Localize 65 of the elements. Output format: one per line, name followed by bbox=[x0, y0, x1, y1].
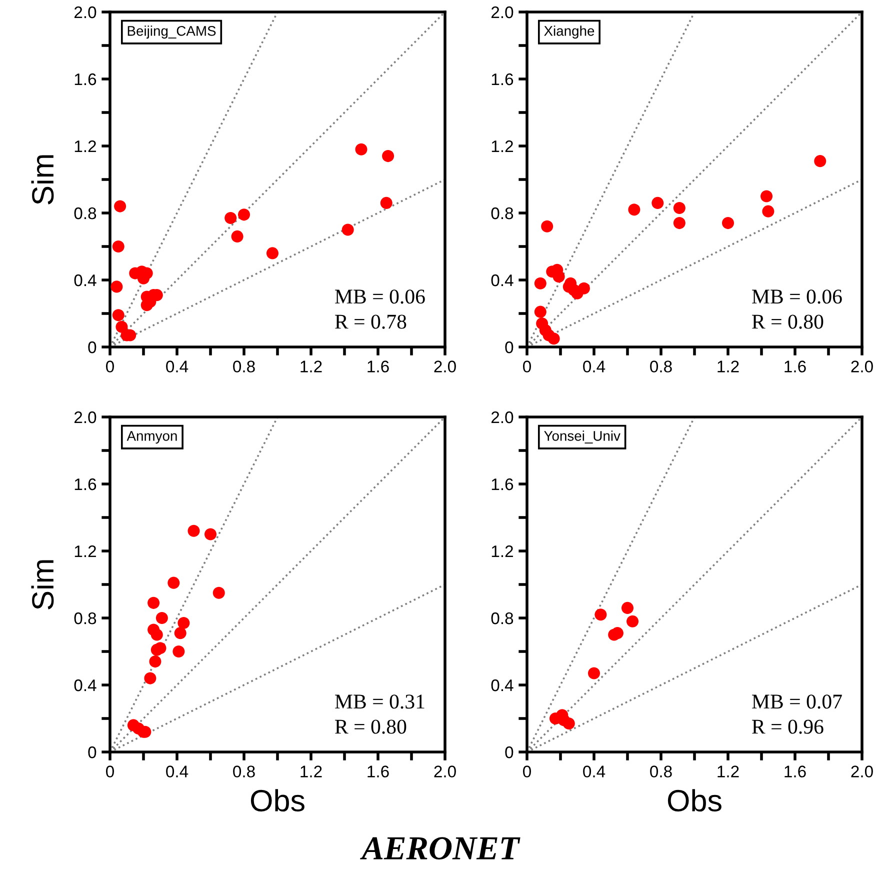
x-tick-label: 0.8 bbox=[233, 360, 255, 372]
annotation: MB = 0.07 bbox=[752, 694, 842, 709]
annotation: MB = 0.06 bbox=[752, 290, 842, 304]
y-tick-label: 1.6 bbox=[492, 73, 514, 86]
annotation: R = 0.80 bbox=[752, 314, 824, 329]
y-tick-label: 0.4 bbox=[74, 274, 96, 286]
y-tick-label: 1.6 bbox=[492, 478, 514, 490]
x-tick-label: 1.2 bbox=[300, 766, 322, 778]
y-tick-label: 0 bbox=[88, 746, 96, 758]
y-tick-label: 1.2 bbox=[492, 545, 513, 558]
y-tick-label: 0.8 bbox=[491, 612, 514, 624]
x-tick-label: 2.0 bbox=[434, 766, 456, 778]
y-tick-label: 0 bbox=[505, 746, 514, 758]
annotation: Beijing_CAMS bbox=[128, 26, 216, 39]
y-axis-title: Sim bbox=[31, 560, 54, 610]
x-tick-label: 0.4 bbox=[166, 360, 188, 372]
y-tick-label: 0 bbox=[88, 341, 96, 354]
y-tick-label: 0.8 bbox=[74, 612, 96, 624]
x-tick-label: 0 bbox=[106, 360, 114, 372]
x-tick-label: 2.0 bbox=[434, 360, 456, 372]
y-tick-label: 1.2 bbox=[74, 140, 96, 152]
x-tick-label: 2.0 bbox=[851, 766, 873, 778]
x-tick-label: 0.8 bbox=[233, 766, 255, 778]
x-tick-label: 1.2 bbox=[300, 360, 322, 372]
y-tick-label: 0.4 bbox=[74, 679, 96, 692]
x-tick-label: 0.8 bbox=[650, 360, 672, 372]
y-tick-label: 2.0 bbox=[491, 6, 514, 18]
y-tick-label: 0.8 bbox=[74, 207, 96, 220]
x-tick-label: 0 bbox=[523, 360, 531, 372]
annotation: R = 0.80 bbox=[335, 720, 406, 734]
x-tick-label: 1.2 bbox=[718, 766, 739, 778]
x-tick-label: 0.4 bbox=[583, 766, 606, 778]
x-tick-label: 1.6 bbox=[784, 766, 806, 778]
y-tick-label: 0 bbox=[505, 341, 514, 354]
annotation: MB = 0.31 bbox=[335, 694, 424, 709]
annotation: R = 0.96 bbox=[752, 720, 824, 734]
x-tick-label: 1.6 bbox=[784, 360, 806, 372]
y-tick-label: 0.4 bbox=[491, 274, 514, 286]
x-axis-title: Obs bbox=[668, 789, 722, 812]
y-tick-label: 2.0 bbox=[491, 411, 514, 424]
y-tick-label: 0.8 bbox=[491, 207, 514, 220]
y-tick-label: 1.2 bbox=[492, 140, 513, 152]
x-tick-label: 0 bbox=[523, 766, 531, 778]
annotation: R = 0.78 bbox=[335, 314, 406, 329]
y-axis-title: Sim bbox=[31, 155, 54, 204]
y-tick-label: 2.0 bbox=[74, 6, 96, 18]
annotation: Xianghe bbox=[544, 26, 594, 39]
x-tick-label: 2.0 bbox=[851, 360, 873, 372]
x-tick-label: 1.2 bbox=[718, 360, 739, 372]
y-tick-label: 1.6 bbox=[74, 478, 96, 490]
x-axis-title: Obs bbox=[250, 789, 304, 812]
y-tick-label: 0.4 bbox=[491, 679, 514, 692]
annotation: MB = 0.06 bbox=[335, 290, 425, 304]
x-tick-label: 0.8 bbox=[650, 766, 672, 778]
x-tick-label: 0.4 bbox=[583, 360, 606, 372]
y-tick-label: 1.2 bbox=[74, 545, 96, 558]
y-tick-label: 1.6 bbox=[74, 73, 96, 86]
y-tick-label: 2.0 bbox=[74, 411, 96, 424]
annotation: Yonsei_Univ bbox=[544, 430, 620, 444]
x-tick-label: 0 bbox=[106, 766, 114, 778]
x-tick-label: 1.6 bbox=[368, 766, 389, 778]
text: AERONET bbox=[360, 837, 520, 860]
x-tick-label: 1.6 bbox=[368, 360, 389, 372]
x-tick-label: 0.4 bbox=[166, 766, 188, 778]
annotation: Anmyon bbox=[126, 431, 177, 444]
